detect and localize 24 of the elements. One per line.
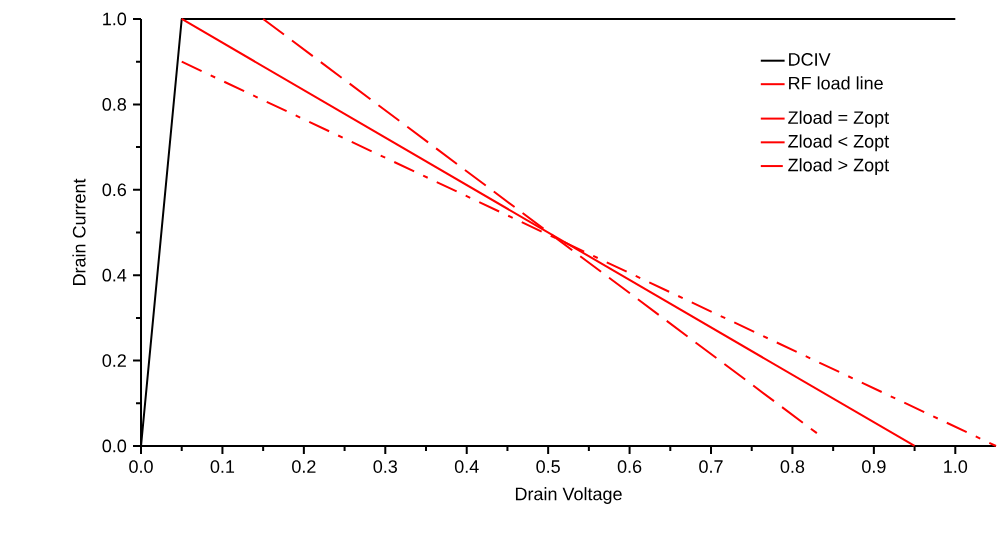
legend-label: Zload = Zopt (788, 110, 890, 128)
legend-label: DCIV (789, 53, 831, 66)
x-tick-label: 0.0 (129, 460, 153, 473)
x-tick-label: 1.0 (944, 460, 968, 473)
x-tick-label: 0.7 (699, 460, 723, 473)
x-tick-label: 0.6 (617, 460, 642, 473)
x-tick-label: 0.3 (373, 460, 398, 473)
legend-title: RF load line (789, 76, 883, 90)
legend-label: Zload < Zopt (788, 134, 890, 152)
x-tick-label: 0.1 (210, 460, 235, 473)
y-tick-label: 0.0 (102, 439, 127, 453)
x-tick-label: 0.9 (862, 460, 886, 473)
y-tick-label: 0.6 (102, 183, 127, 197)
y-tick-label: 0.2 (102, 354, 126, 367)
y-tick-label: 0.4 (102, 268, 127, 282)
x-tick-label: 0.4 (454, 460, 479, 473)
x-tick-label: 0.2 (292, 460, 316, 473)
x-tick-label: 0.8 (780, 460, 805, 473)
x-tick-label: 0.5 (536, 460, 560, 473)
x-axis-title: Drain Voltage (515, 487, 622, 504)
y-axis-title: Drain Current (72, 178, 86, 286)
legend-label: Zload > Zopt (788, 158, 890, 175)
y-tick-label: 0.8 (102, 98, 127, 111)
y-tick-label: 1.0 (103, 12, 127, 26)
